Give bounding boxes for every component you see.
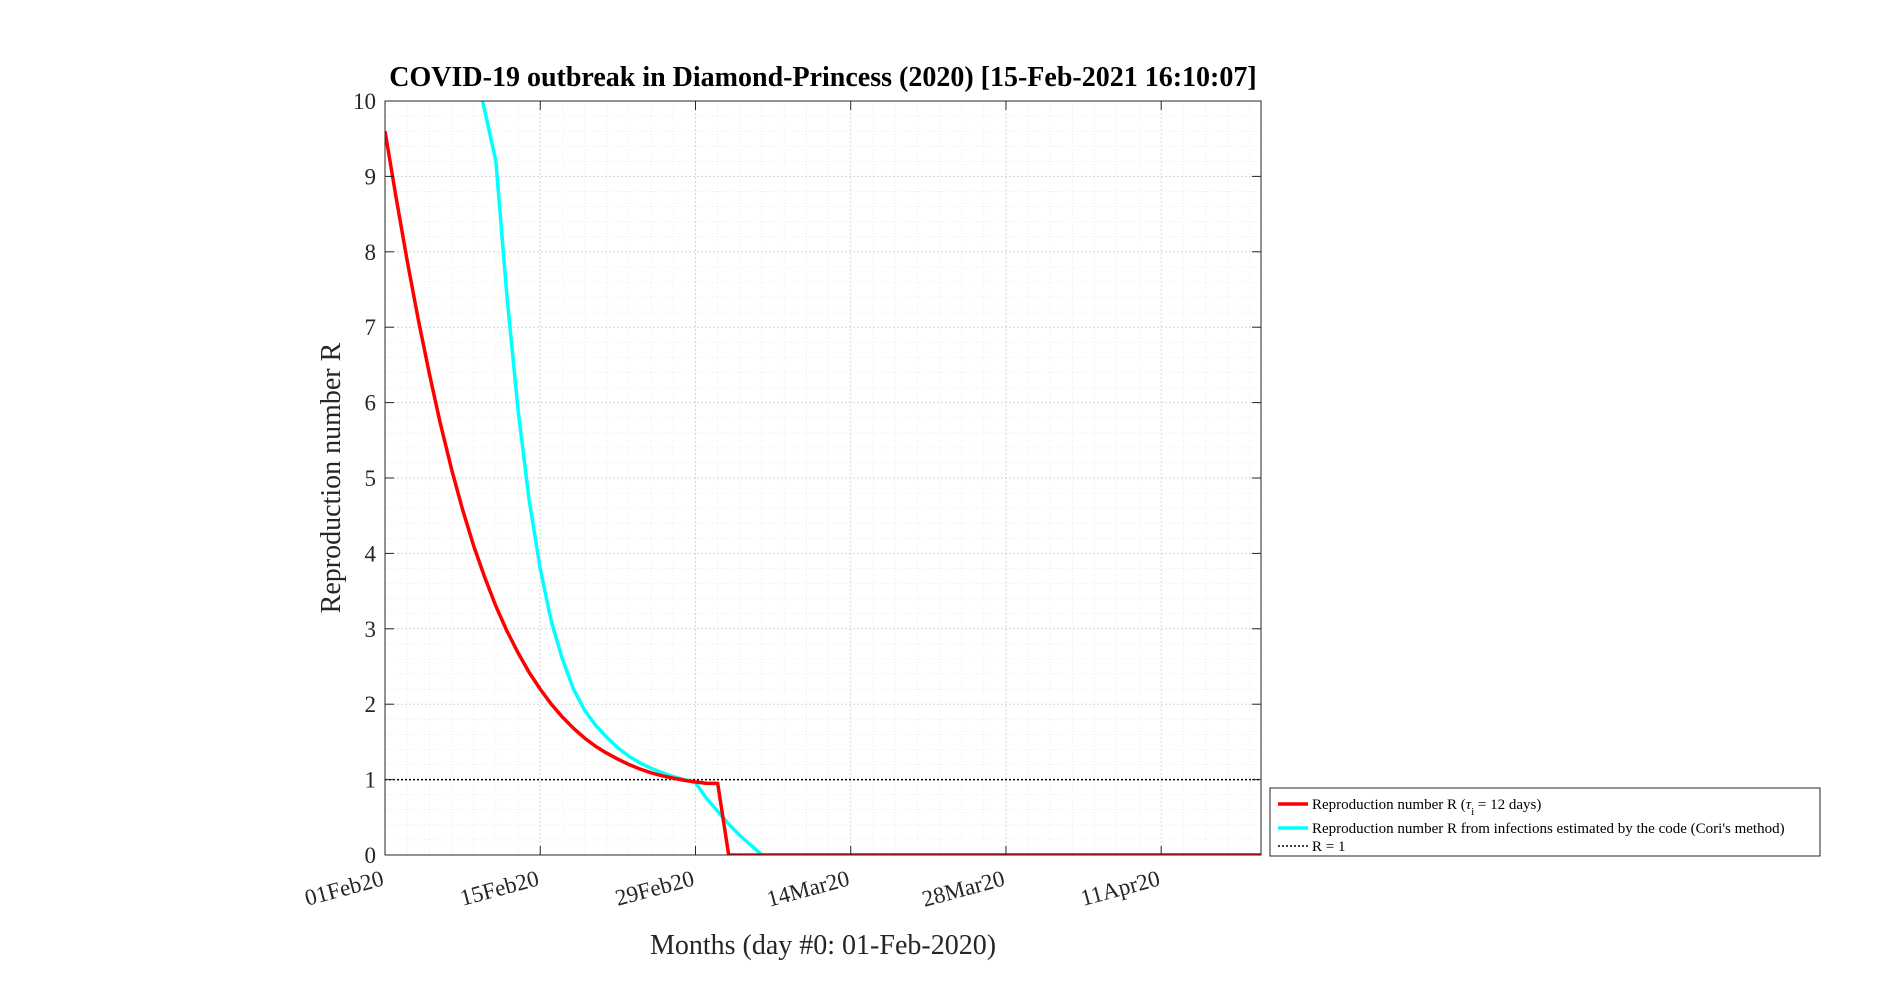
y-tick-label: 4 [365, 541, 377, 566]
y-tick-label: 10 [353, 89, 376, 114]
y-tick-label: 1 [365, 768, 377, 793]
x-axis-title: Months (day #0: 01-Feb-2020) [650, 930, 996, 961]
y-tick-label: 8 [365, 240, 377, 265]
y-tick-label: 6 [365, 391, 377, 416]
y-tick-label: 5 [365, 466, 377, 491]
legend-text-tau: τ [1466, 797, 1472, 813]
y-tick-label: 7 [365, 315, 377, 340]
legend-text-part: = 12 days) [1474, 797, 1541, 813]
legend-entry-label: Reproduction number R (τi = 12 days) [1312, 797, 1541, 818]
series-layer [385, 101, 1261, 855]
y-tick-label: 9 [365, 164, 377, 189]
minor-grid [385, 101, 1261, 855]
y-tick-labels: 0 1 2 3 4 5 6 7 8 9 10 [353, 89, 377, 868]
y-tick-label: 2 [365, 692, 377, 717]
y-tick-label: 0 [365, 843, 377, 868]
axis-ticks [384, 100, 1261, 856]
chart-title: COVID-19 outbreak in Diamond-Princess (2… [389, 62, 1256, 93]
legend: Reproduction number R (τi = 12 days)Repr… [1269, 787, 1821, 857]
legend-text-part: Reproduction number R ( [1312, 797, 1466, 813]
y-tick-label: 3 [365, 617, 377, 642]
legend-box [1269, 787, 1821, 857]
y-axis-title: Reproduction number R [316, 342, 347, 613]
legend-entry-label: R = 1 [1312, 839, 1345, 855]
legend-text-subscript: i [1471, 806, 1474, 818]
series-line-1 [385, 130, 1261, 855]
legend-entry-label: Reproduction number R from infections es… [1312, 821, 1785, 837]
